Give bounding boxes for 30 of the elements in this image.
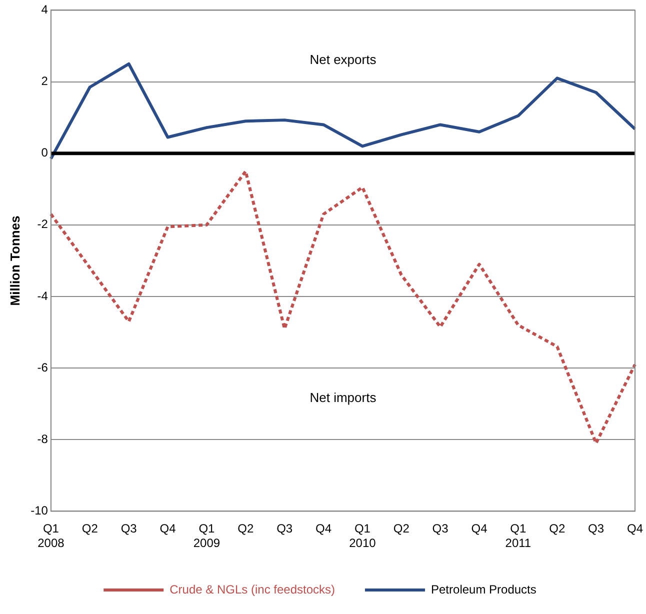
x-tick-label: Q1 2008 [38, 522, 65, 550]
y-tick-label: -6 [37, 360, 48, 374]
x-tick-label: Q3 [588, 522, 604, 536]
x-tick-label: Q1 2010 [349, 522, 376, 550]
x-tick-label: Q1 2009 [193, 522, 220, 550]
y-tick-label: 4 [41, 2, 48, 17]
y-tick-label: -8 [37, 432, 48, 446]
y-tick-label: 2 [41, 74, 48, 88]
legend-label: Petroleum Products [431, 582, 536, 596]
text: Crude & NGLs (inc feedstocks) [170, 582, 336, 596]
x-tick-label: Q2 [82, 522, 98, 536]
x-tick-label: Q3 [276, 522, 293, 536]
y-tick-label: 0 [41, 146, 48, 160]
annotation: Net imports [310, 390, 377, 406]
y-tick-label: -10 [30, 504, 48, 518]
x-tick-label: Q4 [160, 522, 176, 536]
line-series [49, 170, 636, 445]
x-tick-label: Q4 [626, 522, 644, 536]
x-tick-label: Q2 [393, 522, 410, 536]
y-tick-label: -2 [37, 217, 48, 232]
y-tick-label: -4 [37, 288, 48, 303]
x-tick-label: Q4 [315, 522, 332, 536]
y-axis-title: Million Tonnes [7, 216, 22, 306]
x-tick-label: Q3 [432, 522, 449, 536]
x-tick-label: Q3 [120, 522, 138, 536]
x-tick-label: Q4 [471, 522, 488, 536]
x-tick-label: Q1 2011 [505, 522, 532, 550]
annotation: Net exports [310, 52, 377, 67]
x-tick-label: Q2 [238, 522, 254, 536]
x-tick-label: Q2 [549, 522, 566, 536]
